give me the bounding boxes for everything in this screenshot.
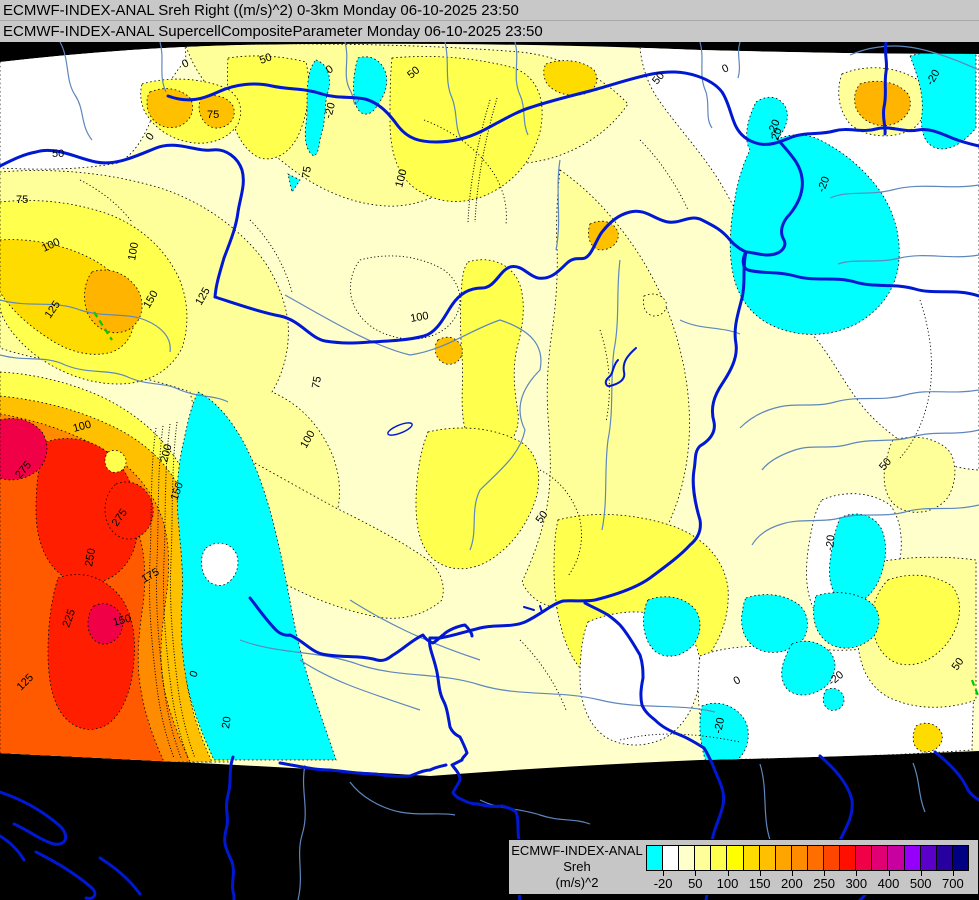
major-rivers-borders [0,40,979,900]
legend-swatch [758,845,776,871]
scp-green-contours [93,311,979,699]
contour-label: 75 [207,109,219,121]
legend-units: (m/s)^2 [555,875,599,890]
legend-swatch [903,845,921,871]
contour-label: 0 [188,669,201,679]
legend-tick-mark [824,871,826,876]
contour-label: 50 [52,148,64,160]
legend-swatch [646,845,664,871]
legend-swatch [951,845,969,871]
legend-tick-mark [856,871,858,876]
legend-swatch [742,845,760,871]
legend-tick-value: 500 [909,876,932,891]
contour-label: 150 [112,613,133,629]
contour-label: 100 [409,310,429,325]
legend-tick-value: 50 [688,876,703,891]
contour-label: 20 [769,127,784,142]
contour-label: 50 [950,656,967,673]
legend-text-block: ECMWF-INDEX-ANAL Sreh (m/s)^2 [511,843,643,891]
contour-label: -20 [766,118,783,137]
cyan-negative-regions [176,48,977,763]
contour-label: 0 [144,131,157,143]
contour-label: -20 [322,101,338,119]
legend-model-name: ECMWF-INDEX-ANAL [511,843,643,858]
contour-label: 150 [169,481,187,502]
contour-label: 75 [16,194,28,206]
title-bar-sreh: ECMWF-INDEX-ANAL Sreh Right ((m/s)^2) 0-… [0,0,979,21]
filled-contour-field [0,43,979,777]
legend-parameter-name: Sreh [563,859,591,874]
legend-tick-value: -20 [653,876,673,891]
legend-tick-value: 250 [813,876,835,891]
contour-label: 100 [126,241,141,261]
legend-swatch [871,845,889,871]
contour-label: -20 [816,175,833,194]
legend-tick-mark [952,871,954,876]
contour-label: -20 [824,534,837,551]
legend-swatch [935,845,953,871]
legend-tick-mark [920,871,922,876]
contour-label: 100 [393,168,409,189]
stipple-gradient-band [148,97,498,759]
legend-tick-value: 400 [877,876,900,891]
contour-label: 0 [732,674,743,687]
legend-tick-value: 150 [748,876,771,891]
legend-swatch [790,845,808,871]
contour-label: 50 [258,51,274,66]
legend-tick-mark [663,871,665,876]
legend-tick-value: 200 [781,876,803,891]
legend-swatch [726,845,744,871]
legend-tick-mark [727,871,729,876]
legend-tick-value: 700 [942,876,964,891]
legend-tick-value: 300 [845,876,868,891]
legend-swatch [839,845,857,871]
legend-tick-value: 100 [716,876,739,891]
legend-swatch [806,845,825,871]
contour-label: 0 [180,57,191,70]
contour-label: 50 [534,509,551,526]
contour-label: 20 [220,716,234,730]
contour-label: 75 [300,165,314,179]
legend-swatch [694,845,712,871]
legend-color-bar [646,845,969,871]
title-text-line1: ECMWF-INDEX-ANAL Sreh Right ((m/s)^2) 0-… [3,2,519,19]
contour-label: -20 [712,717,727,735]
title-text-line2: ECMWF-INDEX-ANAL SupercellCompositeParam… [3,23,543,40]
contour-label: 250 [83,547,98,567]
legend-swatch [823,845,841,871]
legend-swatch [662,845,680,871]
contour-label: 0 [720,62,731,75]
legend-swatch [919,845,937,871]
contour-label: 100 [72,419,93,435]
legend-swatch [710,845,728,871]
legend-swatch [855,845,873,871]
legend-tick-mark [791,871,793,876]
legend-tick-mark [695,871,697,876]
legend-tick-labels: -20 50 100 150 200 250 300 400 500 700 [647,871,969,893]
title-bar-scp: ECMWF-INDEX-ANAL SupercellCompositeParam… [0,21,979,42]
legend-swatch [887,845,905,871]
contour-label: 75 [310,375,324,389]
color-scale-legend: ECMWF-INDEX-ANAL Sreh (m/s)^2 -20 50 100 15… [508,839,979,895]
contour-label: 200 [158,443,174,464]
legend-tick-mark [759,871,761,876]
legend-tick-mark [888,871,890,876]
lake-balaton [387,422,413,436]
legend-swatch [774,845,792,871]
contour-label: 0 [324,63,336,76]
legend-swatch [678,845,696,871]
contour-label: 225 [61,608,79,629]
